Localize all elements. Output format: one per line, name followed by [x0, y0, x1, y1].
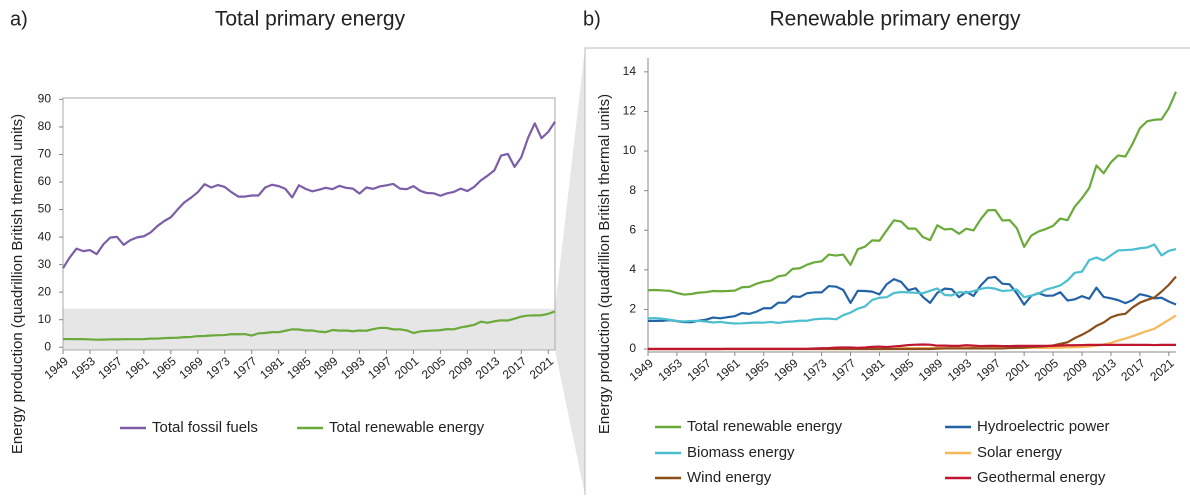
x-tick-label: 1949 — [42, 354, 72, 382]
legend-label: Total fossil fuels — [152, 419, 258, 436]
series-line — [647, 243, 1177, 325]
x-tick-label: 1981 — [257, 354, 287, 382]
x-tick-label: 1993 — [338, 354, 368, 382]
panel-label: a) — [10, 8, 28, 30]
x-tick-label: 1973 — [203, 354, 233, 382]
legend-label: Hydroelectric power — [977, 418, 1110, 435]
y-tick-label: 60 — [38, 174, 52, 188]
y-tick-label: 14 — [623, 64, 637, 78]
y-tick-label: 70 — [38, 147, 52, 161]
y-tick-label: 80 — [38, 119, 52, 133]
x-tick-label: 1989 — [311, 354, 341, 382]
highlight-band — [63, 308, 555, 350]
x-tick-label: 2017 — [500, 354, 530, 382]
zoom-connector — [555, 48, 585, 495]
x-tick-label: 1957 — [95, 354, 125, 382]
y-tick-label: 12 — [623, 104, 637, 118]
y-axis-title: Energy production (quadrillion British t… — [596, 94, 613, 434]
y-tick-label: 0 — [629, 341, 636, 355]
panel-b-background — [585, 48, 1190, 495]
y-tick-label: 20 — [38, 284, 52, 298]
legend-label: Biomass energy — [687, 444, 795, 461]
series-line — [648, 275, 1177, 324]
x-tick-label: 2001 — [392, 354, 422, 382]
series-line — [647, 91, 1178, 296]
legend-label: Total renewable energy — [329, 419, 485, 436]
x-tick-label: 1961 — [122, 354, 152, 382]
legend-label: Wind energy — [687, 469, 772, 486]
series-line — [648, 343, 1176, 351]
y-axis-title: Energy production (quadrillion British t… — [9, 114, 26, 454]
y-tick-label: 40 — [38, 229, 52, 243]
x-tick-label: 1977 — [230, 354, 260, 382]
x-tick-label: 2005 — [419, 354, 449, 382]
y-tick-label: 30 — [38, 257, 52, 271]
x-tick-label: 2013 — [473, 354, 503, 382]
x-tick-label: 2021 — [527, 354, 557, 382]
legend-label: Geothermal energy — [977, 469, 1106, 486]
series-line — [62, 121, 556, 269]
x-tick-label: 1965 — [149, 354, 179, 382]
y-tick-label: 50 — [38, 202, 52, 216]
panel-label: b) — [583, 8, 601, 30]
legend-label: Solar energy — [977, 444, 1063, 461]
y-tick-label: 90 — [38, 92, 52, 106]
y-tick-label: 10 — [623, 143, 637, 157]
y-tick-label: 6 — [629, 222, 636, 236]
chart-title: Renewable primary energy — [770, 8, 1021, 31]
panel-b-frame — [584, 47, 1190, 495]
y-tick-label: 2 — [629, 302, 636, 316]
chart-title: Total primary energy — [215, 8, 406, 31]
y-tick-label: 10 — [38, 312, 52, 326]
legend-label: Total renewable energy — [687, 418, 843, 435]
x-tick-label: 2009 — [446, 354, 476, 382]
series-line — [62, 310, 556, 341]
y-tick-label: 4 — [629, 262, 636, 276]
x-tick-label: 1969 — [176, 354, 206, 382]
plot-frame — [62, 97, 556, 351]
y-tick-label: 8 — [629, 183, 636, 197]
x-tick-label: 1985 — [284, 354, 314, 382]
x-tick-label: 1997 — [365, 354, 395, 382]
y-tick-label: 0 — [44, 339, 51, 353]
x-tick-label: 1953 — [68, 354, 98, 382]
